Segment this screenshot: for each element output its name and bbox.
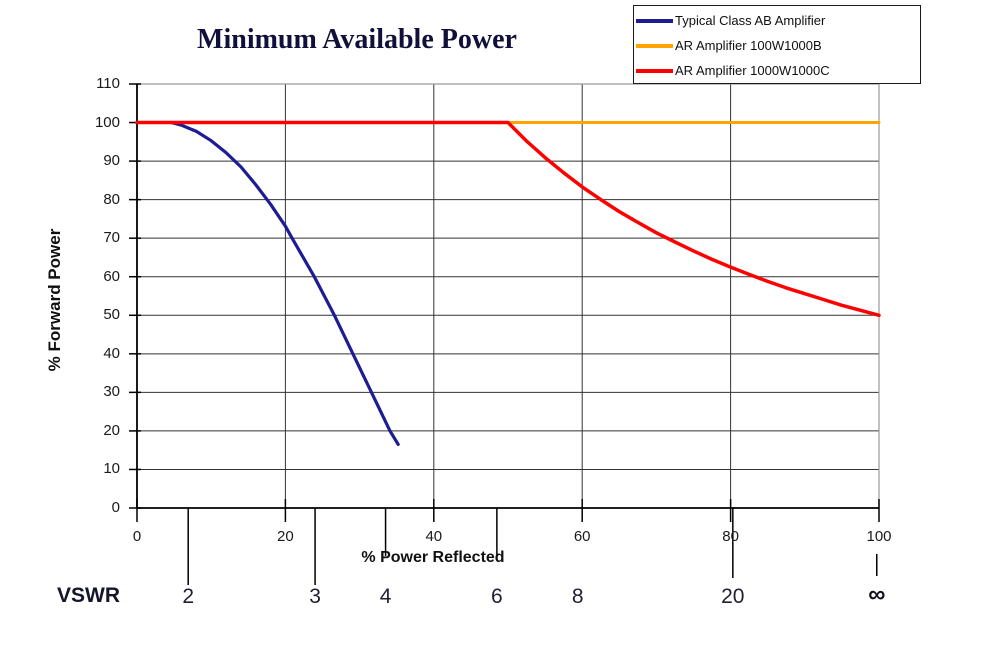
legend-line-swatch: [636, 43, 673, 48]
vswr-value: 8: [571, 585, 584, 608]
y-tick-label: 50: [103, 306, 120, 324]
x-tick-label: 0: [132, 528, 142, 545]
vswr-value: 2: [182, 585, 195, 608]
legend-label: Typical Class AB Amplifier: [675, 13, 826, 28]
y-tick-label: 30: [103, 383, 120, 401]
vswr-value: 20: [721, 585, 745, 608]
vswr-value: 3: [309, 585, 321, 608]
y-tick-label: 0: [111, 499, 120, 516]
y-tick-label: 100: [94, 113, 120, 131]
y-tick-label: 10: [103, 460, 120, 478]
legend-line-swatch: [636, 18, 673, 23]
x-tick-label: 40: [425, 528, 443, 545]
y-tick-label: 90: [103, 152, 120, 170]
legend-label: AR Amplifier 1000W1000C: [675, 63, 830, 78]
legend-item: AR Amplifier 1000W1000C: [634, 58, 920, 83]
legend-label: AR Amplifier 100W1000B: [675, 38, 822, 53]
vswr-value: 6: [491, 585, 503, 608]
y-tick-label: 110: [96, 75, 120, 92]
legend-line-swatch: [636, 68, 673, 73]
x-tick-label: 80: [722, 528, 739, 545]
series-ar-amplifier-1000w1000c: [135, 120, 881, 318]
chart-title: Minimum Available Power: [197, 24, 517, 55]
x-tick-label: 60: [573, 528, 591, 545]
y-tick-label: 40: [103, 344, 120, 362]
y-axis-title: % Forward Power: [45, 228, 64, 372]
legend: Typical Class AB Amplifier AR Amplifier …: [633, 5, 921, 84]
y-tick-label: 20: [103, 421, 120, 439]
x-tick-label: 20: [277, 528, 294, 545]
x-axis-title: % Power Reflected: [361, 549, 505, 566]
y-tick-label: 60: [103, 267, 120, 285]
vswr-value: 4: [379, 585, 392, 608]
legend-item: AR Amplifier 100W1000B: [634, 33, 920, 58]
vswr-axis-title: VSWR: [57, 584, 120, 607]
series-typical-class-ab-amplifier: [169, 120, 400, 446]
legend-item: Typical Class AB Amplifier: [634, 8, 920, 33]
x-tick-label: 100: [866, 528, 892, 545]
vswr-value: ∞: [868, 581, 886, 608]
y-tick-label: 80: [103, 190, 120, 208]
y-tick-label: 70: [103, 229, 120, 247]
